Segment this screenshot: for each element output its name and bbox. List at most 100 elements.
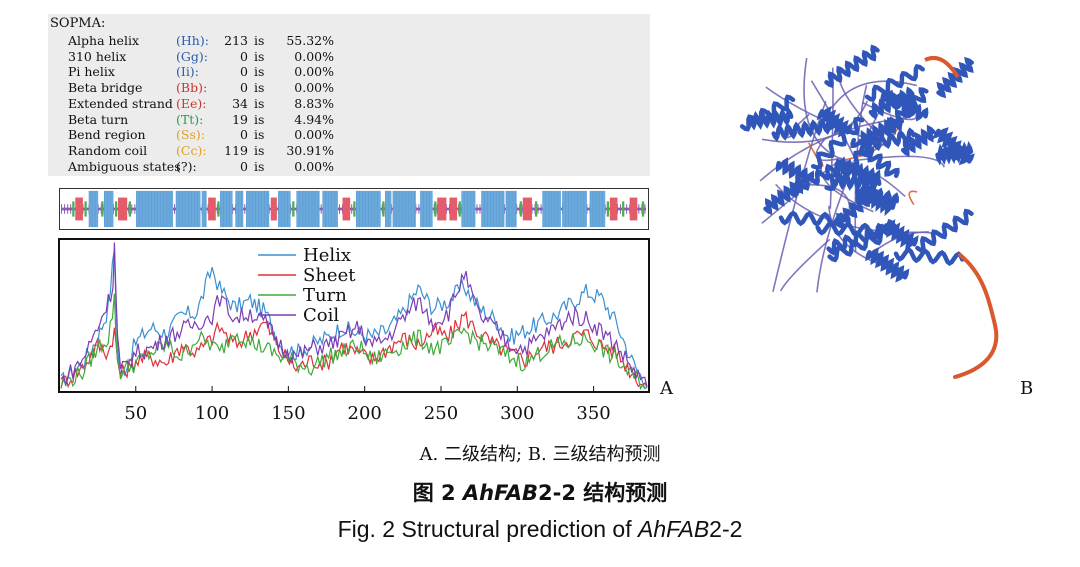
sopma-title: SOPMA:	[50, 16, 106, 31]
helix-ribbon	[775, 157, 815, 186]
ss-strand-block	[270, 197, 277, 221]
ss-strand-block	[449, 197, 458, 221]
helix-ribbon	[865, 247, 910, 283]
sopma-pct: 30.91%	[286, 142, 334, 158]
series-line-coil	[60, 242, 648, 388]
ss-turn-block	[382, 201, 385, 217]
sopma-name: Alpha helix	[68, 33, 139, 48]
ss-turn-block	[114, 201, 118, 217]
ss-helix-block	[202, 190, 207, 228]
helix-ribbon	[864, 63, 925, 102]
ss-helix-block	[589, 190, 606, 228]
ss-helix-block	[296, 190, 320, 228]
helix-ribbon	[739, 94, 796, 132]
sopma-is: is	[254, 80, 265, 96]
sopma-is: is	[254, 111, 265, 127]
ss-turn-block	[606, 201, 610, 217]
sopma-name: Extended strand	[68, 95, 173, 111]
ss-helix-block	[505, 190, 517, 228]
sopma-stats-panel: SOPMA: Alpha helix (Hh): 213 is 55.32% 310 he…	[48, 14, 650, 176]
sopma-name: Bend region	[68, 127, 146, 143]
helix-ribbon	[893, 247, 965, 267]
x-tick-label: 200	[347, 403, 382, 424]
ss-helix-block	[104, 190, 114, 228]
sopma-name: Ambiguous states	[68, 158, 181, 174]
helix-ribbon	[855, 182, 899, 208]
ss-turn-block	[534, 201, 538, 217]
ss-helix-block	[89, 190, 99, 228]
helix-ribbon	[816, 105, 853, 138]
sopma-pct: 0.00%	[294, 48, 334, 64]
caption-en-gene: AhFAB	[638, 516, 710, 542]
ss-strand-block	[208, 197, 216, 221]
loop-segment	[779, 238, 831, 292]
sopma-pct: 4.94%	[294, 111, 334, 127]
ss-strand-block	[437, 197, 447, 221]
ss-helix-block	[461, 190, 476, 228]
figure-subcaption: A. 二级结构; B. 三级结构预测	[419, 444, 661, 465]
ss-strand-block	[118, 197, 128, 221]
sopma-name: Random coil	[68, 142, 148, 158]
ss-turn-block	[292, 201, 295, 217]
helix-ribbon	[834, 156, 881, 187]
sopma-pct: 55.32%	[286, 33, 334, 48]
sopma-is: is	[254, 158, 265, 174]
ss-helix-block	[392, 190, 416, 228]
sopma-code: (Tt):	[176, 111, 204, 127]
sopma-name: Pi helix	[68, 64, 115, 80]
x-tick-label: 100	[194, 403, 230, 424]
sopma-count: 34	[232, 95, 248, 111]
ss-turn-block	[519, 201, 522, 217]
loop-segment	[853, 155, 946, 168]
sopma-name: Beta bridge	[68, 80, 143, 96]
series-line-turn	[60, 293, 648, 391]
helix-ribbon	[827, 228, 891, 263]
sopma-count: 0	[240, 48, 248, 64]
x-tick-label: 50	[124, 403, 148, 424]
helix-ribbon	[778, 210, 847, 228]
legend-label: Coil	[303, 305, 339, 326]
figure-caption-english: Fig. 2 Structural prediction of AhFAB2-2	[0, 516, 1080, 543]
loop-segment	[761, 100, 869, 143]
legend-label: Sheet	[303, 265, 356, 286]
plot-frame	[58, 238, 650, 393]
helix-ribbon	[900, 124, 936, 158]
ss-turn-block	[101, 201, 104, 217]
legend-label: Helix	[303, 245, 351, 266]
helix-ribbon	[881, 219, 919, 251]
sopma-code: (Hh):	[176, 33, 209, 48]
ss-strand-block	[342, 197, 351, 221]
sopma-pct: 0.00%	[294, 64, 334, 80]
sopma-code: (Gg):	[176, 48, 208, 64]
x-tick-label: 350	[576, 403, 611, 424]
sopma-code: (Bb):	[176, 80, 208, 96]
helix-ribbon	[810, 116, 865, 170]
legend-label: Turn	[303, 285, 347, 306]
sopma-count: 0	[240, 158, 248, 174]
panel-label-b: B	[1020, 378, 1034, 399]
ss-helix-block	[235, 190, 244, 228]
ss-turn-block	[641, 201, 645, 217]
ss-turn-block	[217, 201, 220, 217]
figure-caption-chinese: 图 2 AhFAB2-2 结构预测	[0, 477, 1080, 507]
ss-turn-block	[72, 201, 75, 217]
sopma-pct: 0.00%	[294, 158, 334, 174]
series-line-sheet	[60, 310, 648, 389]
caption-cn-gene: AhFAB	[462, 481, 539, 505]
terminal-tail	[953, 253, 999, 379]
sopma-is: is	[254, 142, 265, 158]
sopma-is: is	[254, 127, 265, 143]
ss-helix-block	[246, 190, 270, 228]
sopma-code: (Cc):	[176, 142, 207, 158]
helix-ribbon	[824, 44, 880, 89]
helix-ribbon	[936, 56, 974, 99]
sopma-pct: 0.00%	[294, 127, 334, 143]
ss-turn-block	[622, 201, 625, 217]
x-tick-label: 150	[271, 403, 306, 424]
helix-ribbon	[771, 116, 836, 142]
sopma-pct: 0.00%	[294, 80, 334, 96]
ss-strand-block	[75, 197, 83, 221]
ss-strand-block	[522, 197, 532, 221]
sopma-is: is	[254, 95, 265, 111]
